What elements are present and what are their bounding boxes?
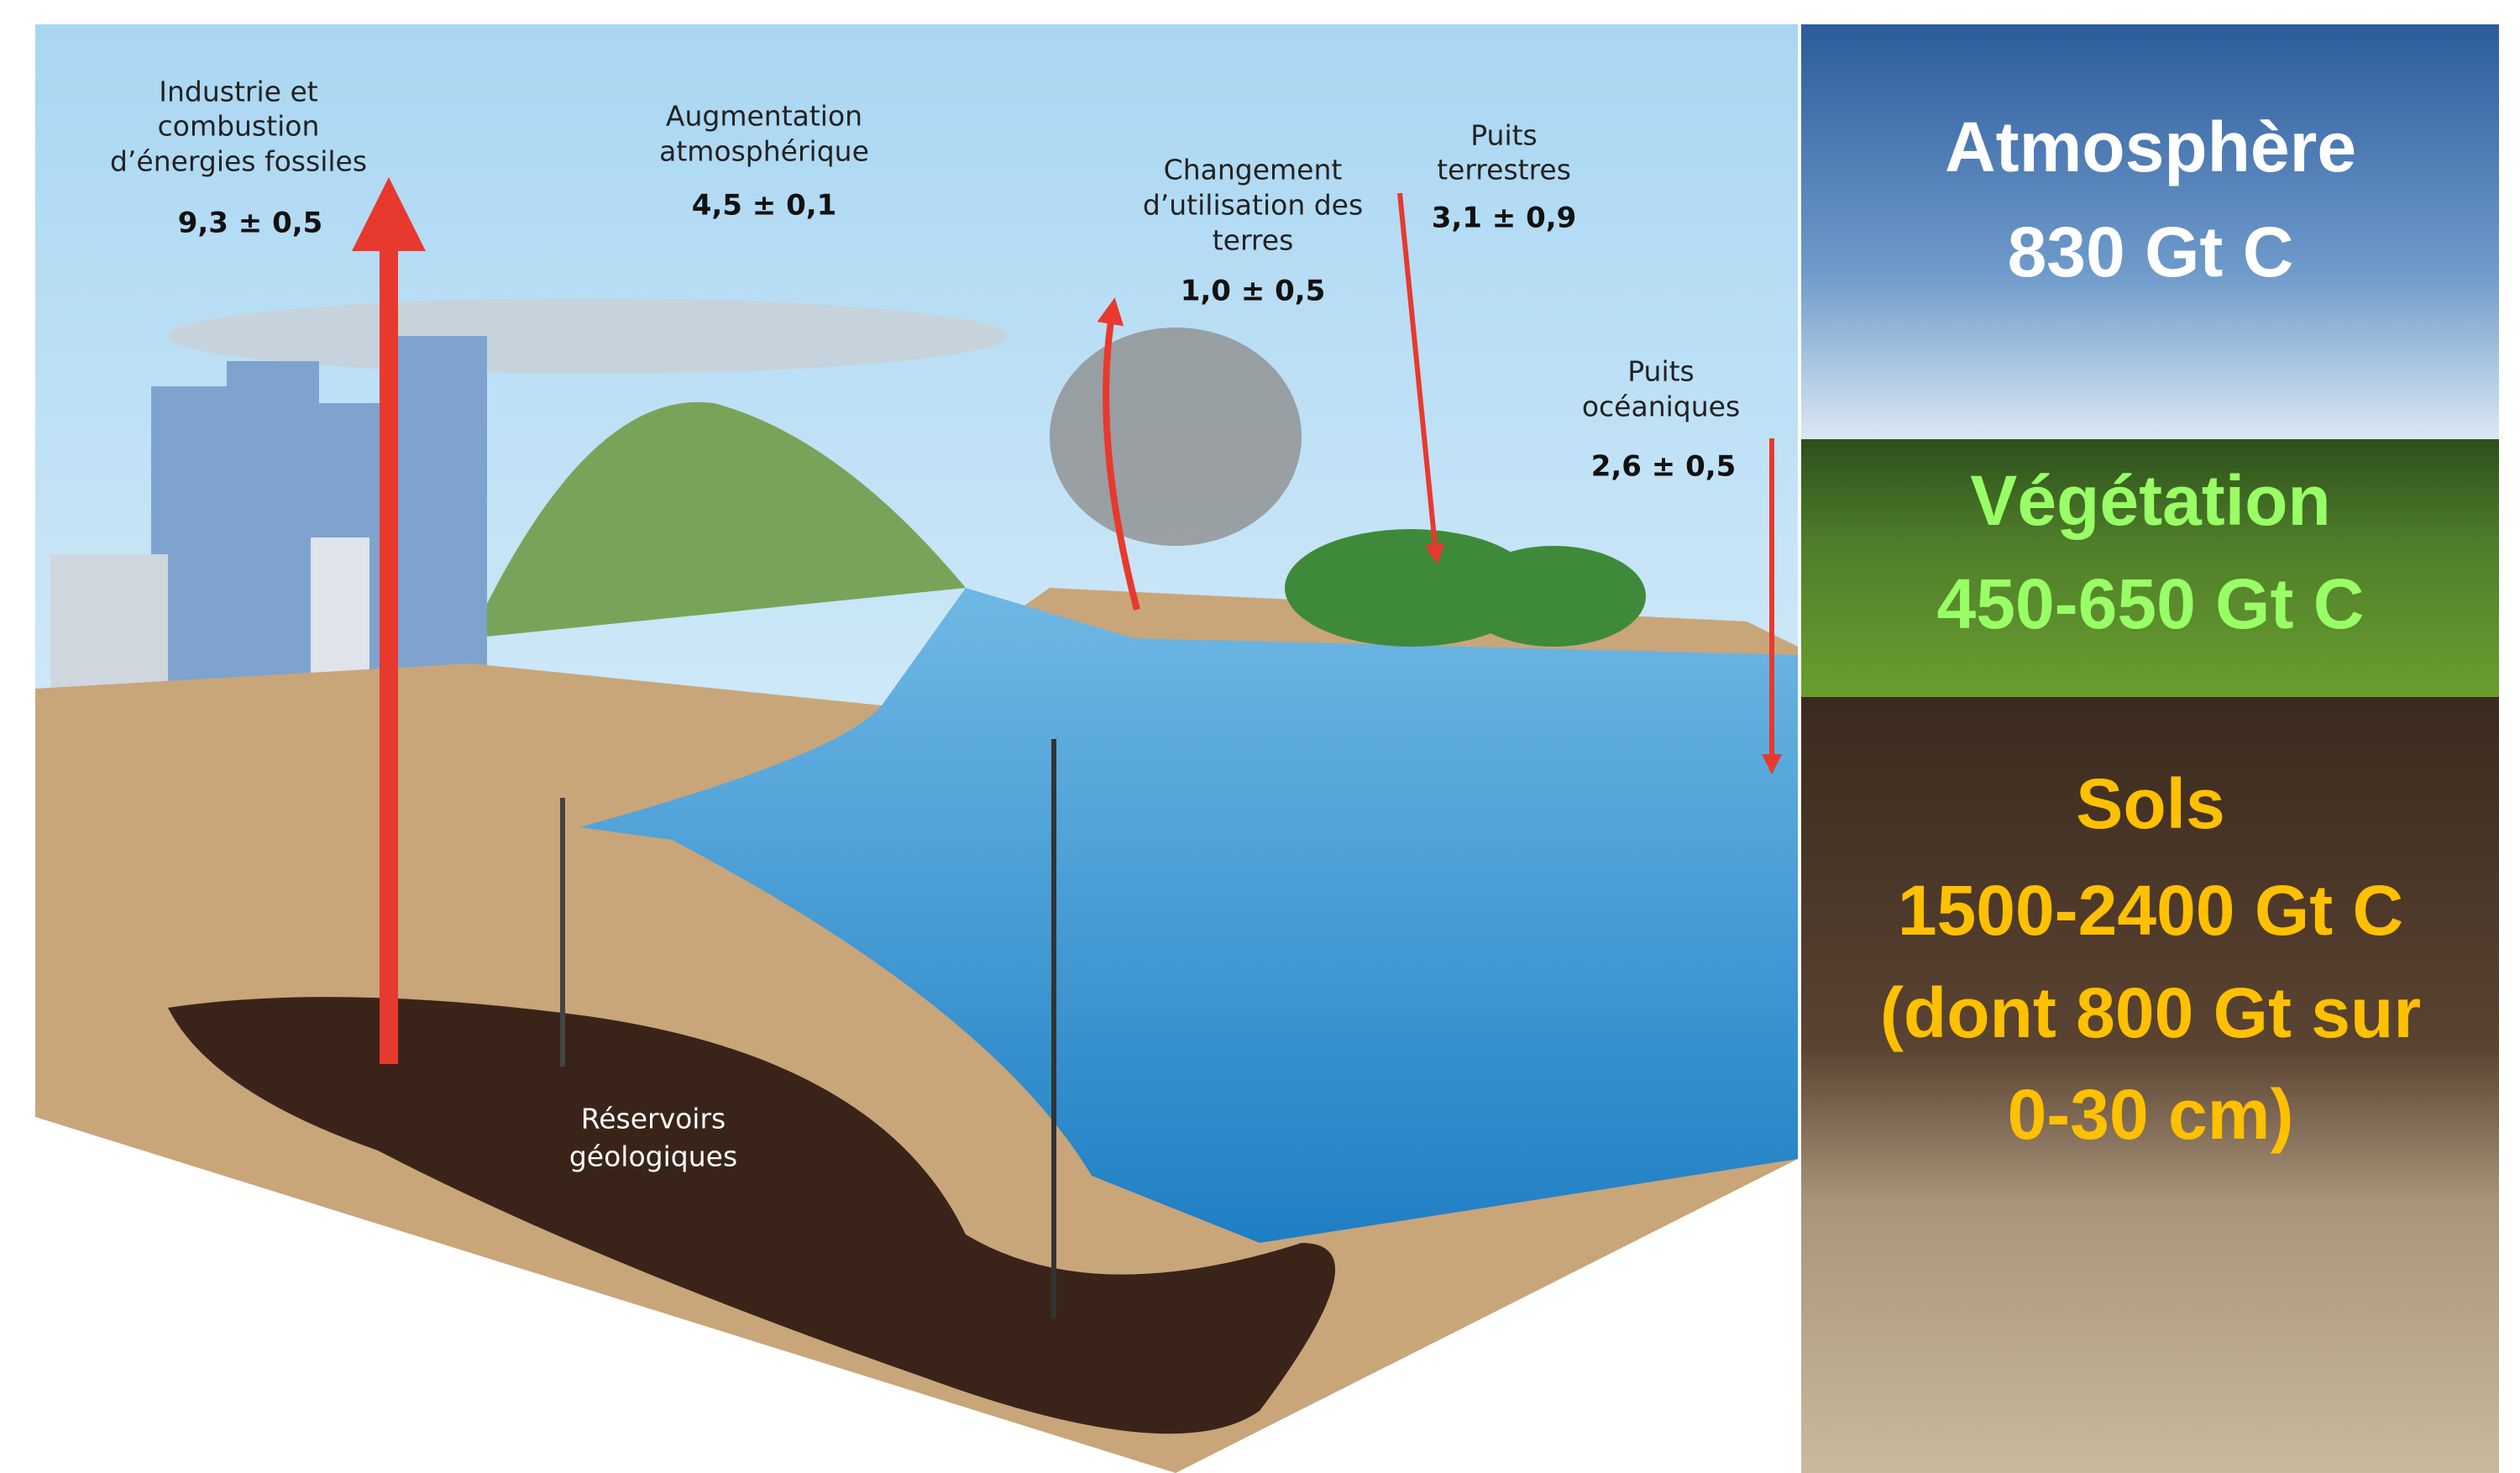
geological-label: géologiques bbox=[569, 1140, 737, 1173]
flux-value: 3,1 ± 0,9 bbox=[1432, 202, 1577, 235]
geological-reservoir bbox=[168, 997, 1335, 1434]
land-use-arrow bbox=[1097, 297, 1140, 611]
flux-label: Changement bbox=[1164, 154, 1343, 186]
flux-label: Augmentation bbox=[666, 100, 862, 133]
reservoir-note: 0-30 cm) bbox=[2008, 1075, 2294, 1154]
vegetation-photo bbox=[1801, 439, 2499, 697]
reservoir-name: Atmosphère bbox=[1945, 107, 2356, 186]
flux-label: terrestres bbox=[1437, 154, 1571, 186]
land-sink-arrow bbox=[1397, 192, 1445, 564]
flux-label: océaniques bbox=[1582, 391, 1740, 423]
flux-label: Puits bbox=[1627, 355, 1695, 388]
reservoir-stock: 830 Gt C bbox=[2008, 212, 2294, 291]
diagram-background bbox=[35, 24, 1798, 1473]
flux-labels: Industrie et combustion d’énergies fossi… bbox=[110, 76, 1740, 1173]
reservoir-name: Sols bbox=[2076, 764, 2224, 843]
reservoir-stock: 1500-2400 Gt C bbox=[1898, 871, 2403, 950]
ocean bbox=[579, 588, 1798, 1243]
reservoir-panel: Atmosphère 830 Gt C Végétation 450-650 G… bbox=[1801, 24, 2499, 1473]
cloud bbox=[168, 298, 1008, 374]
soil-photo bbox=[1801, 697, 2499, 1473]
flux-value: 2,6 ± 0,5 bbox=[1591, 450, 1737, 484]
flux-arrows bbox=[352, 177, 1782, 1064]
reservoir-name: Végétation bbox=[1970, 461, 2330, 540]
flux-label: d’utilisation des bbox=[1143, 189, 1363, 222]
forest bbox=[1285, 529, 1646, 647]
flux-label: Puits bbox=[1470, 119, 1538, 152]
geological-label: Réservoirs bbox=[581, 1103, 726, 1135]
flux-label: terres bbox=[1213, 224, 1294, 257]
smoke bbox=[1050, 328, 1302, 546]
flux-value: 4,5 ± 0,1 bbox=[692, 189, 837, 223]
flux-label: d’énergies fossiles bbox=[110, 145, 367, 178]
label-box bbox=[533, 1088, 773, 1197]
hill bbox=[470, 401, 966, 638]
reservoir-note: (dont 800 Gt sur bbox=[1880, 973, 2421, 1052]
flux-label: Industrie et bbox=[159, 76, 317, 108]
flux-value: 9,3 ± 0,5 bbox=[178, 207, 323, 240]
flux-label: combustion bbox=[158, 110, 320, 143]
flux-label: atmosphérique bbox=[659, 135, 869, 168]
reservoir-stock: 450-650 Gt C bbox=[1937, 564, 2365, 643]
atmosphere-photo bbox=[1801, 24, 2499, 439]
flux-value: 1,0 ± 0,5 bbox=[1181, 275, 1326, 308]
